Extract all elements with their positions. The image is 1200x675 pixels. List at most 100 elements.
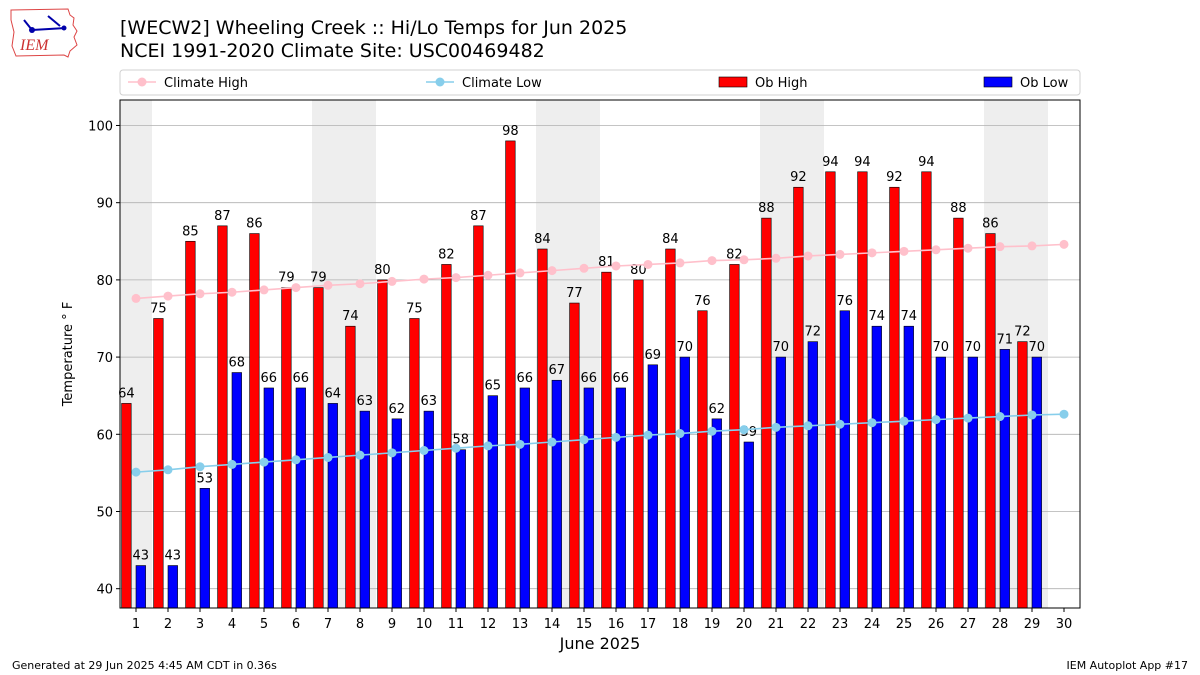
y-tick-label: 100	[88, 119, 113, 134]
plot-frame	[119, 99, 1081, 609]
climate-high-point	[291, 283, 301, 293]
x-tick-label: 6	[292, 617, 300, 632]
ob-low-bar	[231, 372, 242, 609]
ob-high-label: 92	[790, 170, 807, 185]
ob-low-label: 66	[293, 371, 310, 386]
legend: Climate High Climate Low Ob High Ob Low	[119, 69, 1081, 96]
ob-low-label: 70	[933, 340, 950, 355]
climate-low-point	[1059, 409, 1069, 419]
y-tick-label: 50	[96, 505, 113, 520]
climate-high-point	[387, 276, 397, 286]
climate-high-point	[163, 291, 173, 301]
ob-low-bar	[455, 449, 466, 609]
climate-low-point	[483, 441, 493, 451]
ob-low-label: 70	[1029, 340, 1046, 355]
ob-low-bar	[615, 387, 626, 609]
footer-generated: Generated at 29 Jun 2025 4:45 AM CDT in …	[12, 659, 277, 672]
ob-high-label: 88	[758, 201, 775, 216]
climate-low-point	[867, 418, 877, 428]
climate-high-point	[323, 280, 333, 290]
ob-low-label: 70	[773, 340, 790, 355]
ob-high-label: 98	[502, 124, 519, 139]
climate-low-point	[515, 439, 525, 449]
logo-text: IEM	[19, 37, 50, 54]
ob-high-label: 82	[726, 247, 743, 262]
x-tick-label: 24	[864, 617, 881, 632]
ob-high-bar	[313, 287, 324, 609]
ob-high-bar	[185, 240, 196, 609]
x-tick-label: 26	[928, 617, 945, 632]
climate-low-point	[323, 452, 333, 462]
x-tick-label: 5	[260, 617, 268, 632]
ob-high-label: 94	[918, 155, 935, 170]
ob-low-bar	[1031, 356, 1042, 609]
climate-high-point	[835, 249, 845, 259]
ob-high-label: 80	[630, 263, 647, 278]
ob-low-bar	[423, 410, 434, 609]
climate-high-point	[995, 242, 1005, 252]
climate-high-point	[579, 263, 589, 273]
ob-low-bar	[967, 356, 978, 609]
climate-high-point	[547, 266, 557, 276]
x-tick-label: 7	[324, 617, 332, 632]
climate-low-point	[131, 467, 141, 477]
climate-high-point	[675, 258, 685, 268]
ob-high-label: 72	[1014, 325, 1031, 340]
x-tick-label: 29	[1024, 617, 1041, 632]
ob-low-bar	[775, 356, 786, 609]
ob-low-bar	[807, 341, 818, 609]
climate-high-point	[739, 255, 749, 265]
ob-high-label: 76	[694, 294, 711, 309]
ob-high-bar	[985, 233, 996, 609]
x-tick-label: 16	[608, 617, 625, 632]
ob-high-legend-label: Ob High	[755, 76, 808, 91]
climate-high-point	[227, 287, 237, 297]
climate-low-point	[707, 426, 717, 436]
climate-low-point	[963, 413, 973, 423]
ob-high-bar	[1017, 341, 1028, 609]
climate-high-point	[1027, 241, 1037, 251]
climate-low-point	[771, 422, 781, 432]
ob-high-label: 82	[438, 247, 455, 262]
legend-frame	[119, 69, 1081, 96]
climate-high-point	[195, 289, 205, 299]
x-tick-label: 18	[672, 617, 689, 632]
ob-high-bar	[409, 318, 420, 609]
climate-low-point	[579, 435, 589, 445]
climate-low-line	[135, 413, 1065, 473]
x-tick-label: 1	[132, 617, 140, 632]
x-tick-label: 20	[736, 617, 753, 632]
ob-high-bar	[825, 171, 836, 609]
ob-high-label: 79	[310, 271, 327, 286]
ob-low-label: 63	[357, 394, 374, 409]
ob-high-bar	[569, 302, 580, 609]
ob-high-label: 86	[982, 217, 999, 232]
x-tick-label: 15	[576, 617, 593, 632]
ob-high-bar	[921, 171, 932, 609]
x-tick-label: 4	[228, 617, 236, 632]
ob-low-bar	[327, 403, 338, 609]
climate-low-point	[835, 419, 845, 429]
climate-high-point	[1059, 239, 1069, 249]
ob-high-bar	[953, 217, 964, 609]
ob-low-label: 68	[229, 356, 246, 371]
ob-high-label: 92	[886, 170, 903, 185]
climate-high-legend-label: Climate High	[164, 76, 248, 91]
climate-low-point	[803, 421, 813, 431]
ob-high-bar	[697, 310, 708, 609]
chart-title: [WECW2] Wheeling Creek :: Hi/Lo Temps fo…	[120, 17, 628, 39]
y-tick-label: 90	[96, 197, 113, 212]
ob-low-label: 71	[997, 332, 1014, 347]
x-tick-label: 25	[896, 617, 913, 632]
ob-high-label: 87	[214, 209, 231, 224]
ob-low-bar	[583, 387, 594, 609]
climate-low-point	[739, 425, 749, 435]
climate-low-point	[899, 416, 909, 426]
x-tick-label: 23	[832, 617, 849, 632]
y-tick-label: 80	[96, 274, 113, 289]
ob-high-bar	[345, 325, 356, 609]
climate-high-point	[131, 293, 141, 303]
climate-high-line	[135, 243, 1065, 300]
ob-high-bar	[793, 186, 804, 609]
